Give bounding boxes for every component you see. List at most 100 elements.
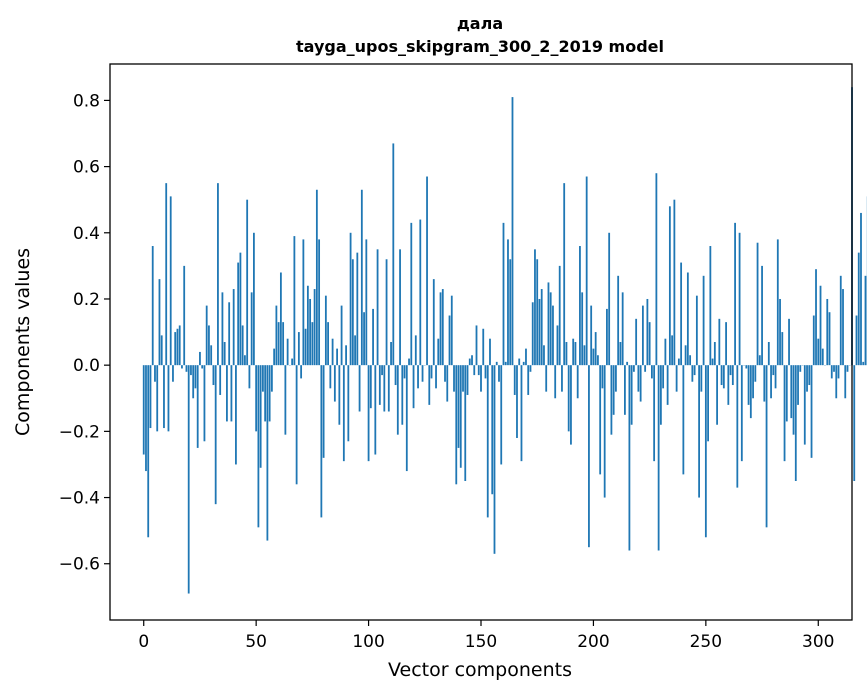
bar-94 [354, 335, 356, 366]
bar-260 [727, 365, 730, 405]
bar-282 [776, 239, 779, 366]
bar-4 [151, 246, 154, 366]
bar-312 [844, 365, 847, 399]
bar-130 [435, 365, 437, 389]
bar-79 [320, 365, 323, 518]
y-tick-label-6: 0.6 [73, 158, 100, 178]
bar-236 [673, 199, 676, 366]
bar-58 [273, 348, 276, 366]
bar-166 [516, 365, 518, 438]
bar-292 [799, 365, 802, 372]
bar-154 [489, 338, 491, 366]
bar-37 [226, 365, 228, 422]
bar-158 [498, 365, 500, 382]
bar-24 [196, 365, 199, 448]
bar-185 [558, 265, 561, 366]
bar-244 [691, 365, 694, 382]
bar-206 [606, 308, 608, 366]
bar-321 [864, 275, 867, 366]
bar-69 [297, 332, 300, 366]
bar-114 [399, 249, 401, 366]
bar-64 [286, 338, 289, 366]
bar-283 [779, 298, 781, 366]
x-tick-label-50: 50 [245, 632, 267, 652]
bar-281 [774, 365, 777, 389]
bar-49 [253, 232, 255, 366]
bar-53 [262, 365, 264, 392]
bar-61 [279, 272, 282, 366]
bar-2 [147, 365, 150, 538]
bar-48 [250, 292, 253, 366]
bar-284 [781, 332, 784, 366]
bar-107 [383, 365, 386, 412]
bar-120 [412, 365, 415, 409]
bar-137 [450, 295, 453, 366]
bar-43 [239, 252, 242, 366]
bar-22 [192, 365, 195, 399]
bar-134 [444, 365, 446, 382]
bar-179 [545, 365, 548, 392]
bar-186 [561, 365, 563, 392]
bar-85 [333, 365, 336, 402]
bar-305 [828, 312, 831, 366]
bar-46 [246, 199, 249, 366]
bar-274 [758, 355, 761, 366]
bar-102 [372, 308, 374, 366]
bar-242 [686, 272, 689, 366]
bar-214 [624, 365, 626, 415]
bar-299 [815, 269, 817, 366]
bar-52 [259, 365, 262, 468]
bar-188 [565, 342, 568, 366]
bar-194 [579, 246, 581, 366]
bar-41 [235, 365, 237, 465]
bar-149 [477, 365, 480, 376]
x-tick-label-100: 100 [352, 632, 384, 652]
bar-132 [439, 292, 442, 366]
bar-78 [318, 239, 321, 366]
y-tick-label-0: −0.6 [59, 555, 100, 575]
bar-319 [860, 212, 862, 366]
bar-70 [300, 365, 303, 379]
bar-216 [628, 365, 631, 551]
bar-157 [495, 361, 498, 366]
bar-175 [536, 259, 539, 366]
bar-152 [484, 365, 487, 379]
chart-title: дала [457, 14, 503, 33]
bar-147 [473, 365, 476, 376]
bar-153 [486, 365, 489, 518]
bar-159 [500, 365, 503, 465]
bar-59 [275, 305, 278, 366]
bar-71 [302, 239, 305, 366]
bar-101 [369, 365, 372, 409]
y-tick-label-4: 0.2 [73, 290, 100, 310]
bar-239 [680, 262, 683, 366]
bar-272 [754, 365, 757, 382]
bar-116 [403, 365, 406, 379]
bar-99 [365, 239, 368, 366]
bar-11 [167, 365, 170, 432]
bar-162 [507, 239, 509, 366]
bar-150 [480, 365, 482, 392]
bar-234 [668, 206, 671, 366]
bar-173 [531, 302, 534, 366]
bar-238 [677, 358, 680, 366]
bar-225 [648, 322, 651, 366]
bar-97 [360, 189, 363, 366]
bar-203 [599, 365, 602, 475]
bar-63 [284, 365, 287, 435]
bar-228 [655, 173, 658, 366]
bar-304 [826, 298, 829, 366]
bar-47 [248, 365, 251, 389]
bar-100 [367, 365, 370, 462]
y-tick-label-7: 0.8 [73, 91, 100, 111]
bar-226 [650, 365, 653, 379]
bar-317 [855, 315, 858, 366]
bar-15 [176, 328, 179, 366]
bar-232 [664, 338, 667, 366]
bar-91 [347, 365, 350, 442]
bar-20 [187, 365, 190, 594]
bar-23 [194, 365, 197, 389]
bar-192 [574, 342, 577, 366]
bar-0 [142, 365, 145, 455]
bar-275 [761, 265, 763, 366]
